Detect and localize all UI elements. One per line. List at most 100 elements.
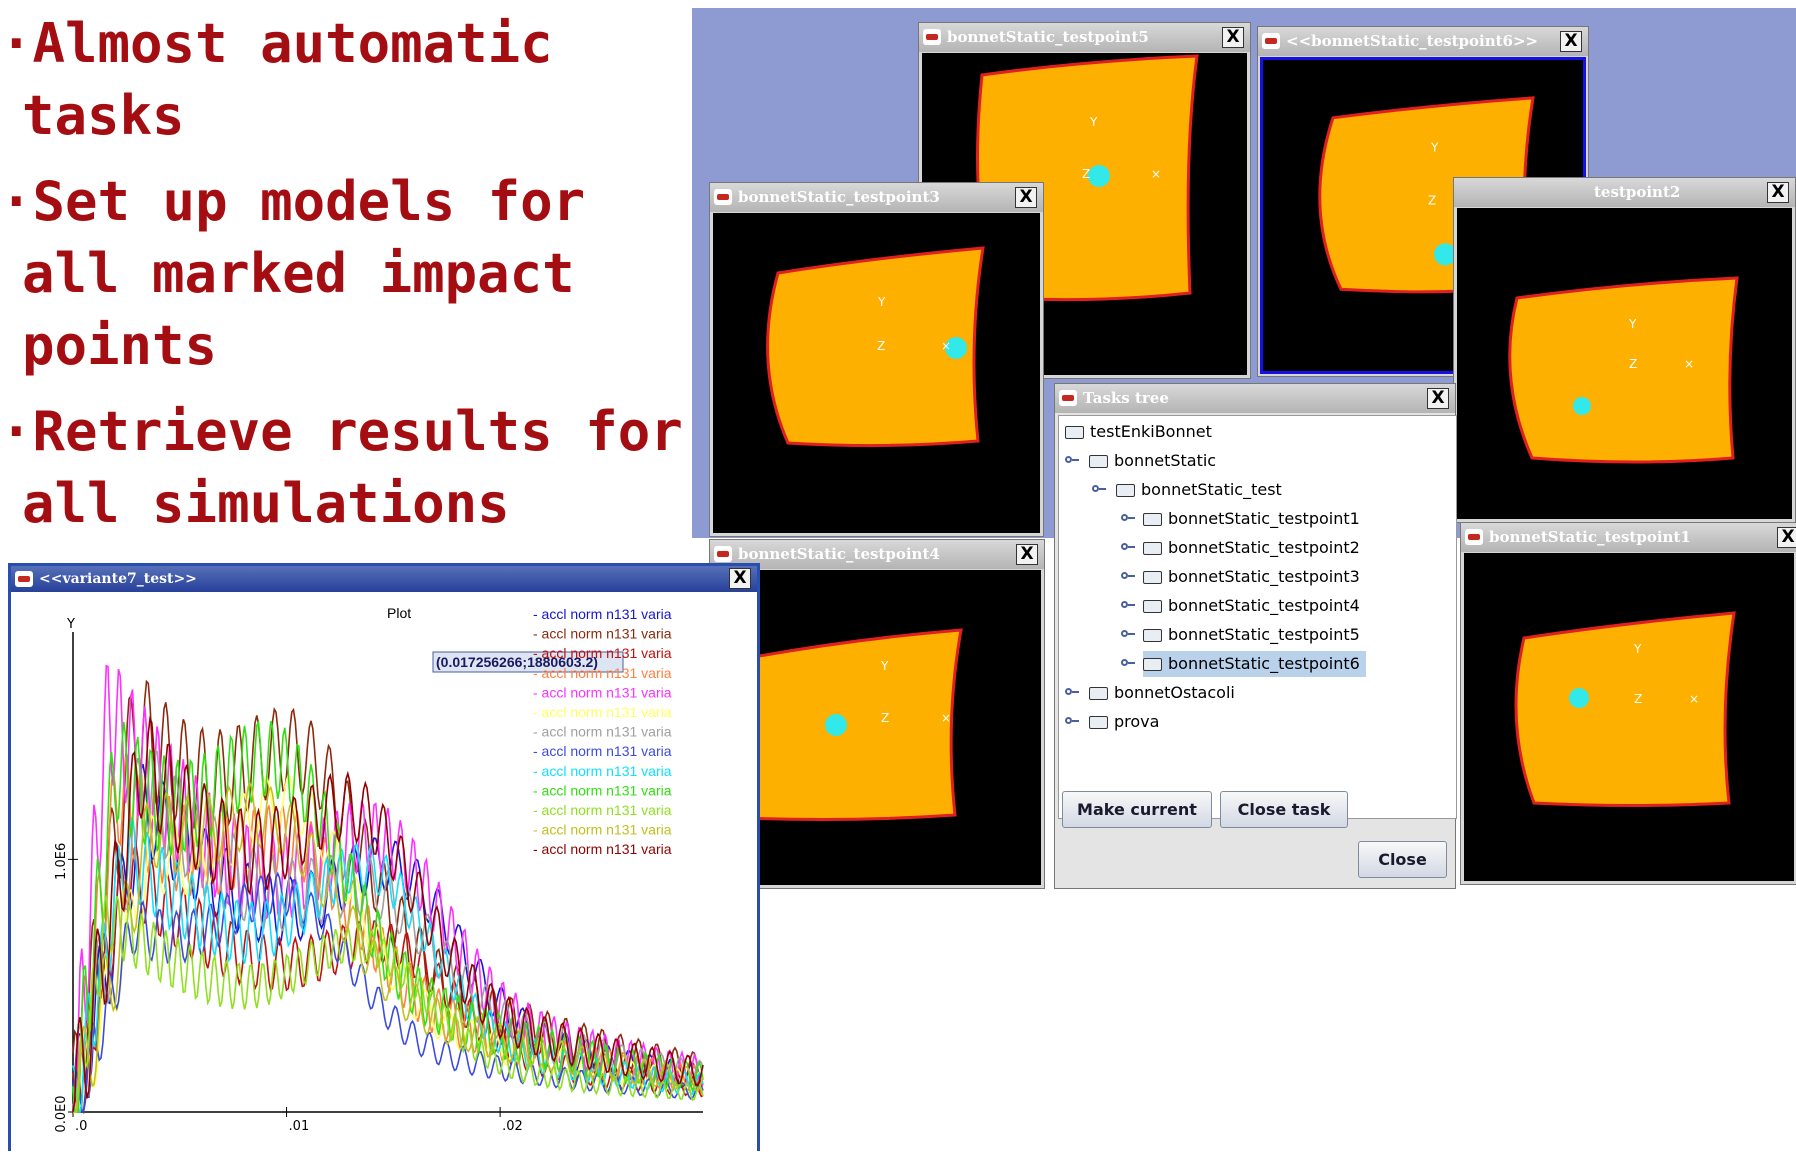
close-icon[interactable]: X [1016,544,1038,565]
window-title: bonnetStatic_testpoint4 [738,545,940,563]
window-testpoint4[interactable]: bonnetStatic_testpoint4 X Y Z × [709,539,1045,889]
plot-curves [72,664,704,1115]
tree-node-testpoint5[interactable]: bonnetStatic_testpoint5 [1143,622,1360,648]
window-title: bonnetStatic_testpoint1 [1489,528,1691,546]
model-viewport[interactable]: Y Z × [1457,208,1792,519]
close-icon[interactable]: X [1767,182,1789,203]
x-tick-label: .01 [289,1119,310,1134]
window-title-bar[interactable]: bonnetStatic_testpoint1 X [1461,523,1796,552]
z-axis-label: Z [1082,167,1090,181]
window-title: bonnetStatic_testpoint5 [947,28,1149,46]
bullet-list: ·Almost automatic tasks ·Set up models f… [0,8,690,554]
folder-icon [1116,484,1135,497]
y-tick-label: 0.0E0 [54,1095,69,1132]
window-testpoint1[interactable]: bonnetStatic_testpoint1 X Y Z × [1460,522,1796,885]
tree-node-testpoint1[interactable]: bonnetStatic_testpoint1 [1143,506,1360,532]
close-icon[interactable]: X [1560,31,1582,52]
tree-toggle-icon[interactable] [1121,572,1135,582]
tree-node-testpoint4[interactable]: bonnetStatic_testpoint4 [1143,593,1360,619]
tree-toggle-icon[interactable] [1065,456,1079,466]
close-icon[interactable]: X [1222,27,1244,48]
x-axis-label: × [1684,357,1694,371]
window-title-bar[interactable]: <<bonnetStatic_testpoint6>> X [1258,27,1588,56]
tasks-tree[interactable]: testEnkiBonnet bonnetStatic bonnetStatic… [1058,415,1457,819]
tree-toggle-icon[interactable] [1121,630,1135,640]
bullet-3: ·Retrieve results for all simulations [0,400,683,535]
y-axis-label: Y [1089,115,1098,129]
plot-window[interactable]: <<variante7_test>> X Plot Y .0 .01 .02 0.0E0 1… [8,563,760,1151]
window-testpoint2[interactable]: testpoint2 X Y Z × [1453,177,1796,523]
y-tick-label: 1.0E6 [54,843,69,880]
legend-entry: - accl norm n131 varia [533,684,672,700]
tree-node-testpoint3[interactable]: bonnetStatic_testpoint3 [1143,564,1360,590]
window-title: testpoint2 [1594,183,1681,201]
folder-icon [1143,542,1162,555]
value-tooltip: (0.017256266;1880603.2) [436,654,598,670]
model-viewport[interactable]: Y Z × [713,570,1041,885]
tree-node-prova[interactable]: prova [1089,709,1159,735]
plot-axes: Y .0 .01 .02 0.0E0 1.0E6 [54,617,703,1134]
close-task-button[interactable]: Close task [1220,791,1348,828]
tree-toggle-icon[interactable] [1065,717,1079,727]
legend-entry: - accl norm n131 varia [533,704,672,720]
legend-entry: - accl norm n131 varia [533,782,672,798]
tree-toggle-icon[interactable] [1065,688,1079,698]
app-icon [1262,33,1280,49]
series-line [73,774,704,1113]
tree-toggle-icon[interactable] [1121,659,1135,669]
close-icon[interactable]: X [1777,527,1796,548]
bullet-2: ·Set up models for all marked impact poi… [0,170,586,377]
folder-icon [1143,658,1162,671]
y-axis-title: Y [66,617,75,632]
close-button[interactable]: Close [1358,841,1447,878]
folder-icon [1143,571,1162,584]
plot-area[interactable]: Plot Y .0 .01 .02 0.0E0 1.0E6 (0.017256266;18… [11,592,757,1154]
tree-node-testpoint6[interactable]: bonnetStatic_testpoint6 [1143,651,1366,677]
close-icon[interactable]: X [1427,388,1449,409]
window-title-bar[interactable]: Tasks tree X [1055,384,1455,413]
y-axis-label: Y [1628,317,1637,331]
plot-legend: - accl norm n131 varia - accl norm n131 v… [533,606,672,857]
x-axis-label: × [941,339,951,353]
tree-node-bonnetOstacoli[interactable]: bonnetOstacoli [1089,680,1235,706]
window-title-bar[interactable]: <<variante7_test>> X [11,566,757,592]
plot-title: Plot [387,605,411,621]
window-title-bar[interactable]: bonnetStatic_testpoint5 X [919,23,1250,52]
make-current-button[interactable]: Make current [1062,791,1212,828]
close-icon[interactable]: X [729,568,751,589]
series-line [73,780,704,1113]
tasks-tree-dialog[interactable]: Tasks tree X testEnkiBonnet bonnetStatic … [1054,383,1457,889]
tree-toggle-icon[interactable] [1121,514,1135,524]
tree-node-bonnetStatic-test[interactable]: bonnetStatic_test [1116,477,1282,503]
model-viewport[interactable]: Y Z × [1464,553,1794,881]
bullet-1: ·Almost automatic tasks [0,12,553,147]
tree-node-testEnkiBonnet[interactable]: testEnkiBonnet [1065,419,1212,445]
tree-toggle-icon[interactable] [1092,485,1106,495]
z-axis-label: Z [877,339,885,353]
legend-entry: - accl norm n131 varia [533,802,672,818]
legend-entry: - accl norm n131 varia [533,841,672,857]
y-axis-label: Y [1430,141,1439,155]
window-title: <<variante7_test>> [39,571,197,587]
window-title-bar[interactable]: bonnetStatic_testpoint4 X [710,540,1044,569]
tree-node-bonnetStatic[interactable]: bonnetStatic [1089,448,1216,474]
tree-node-testpoint2[interactable]: bonnetStatic_testpoint2 [1143,535,1360,561]
folder-icon [1065,426,1084,439]
legend-entry: - accl norm n131 varia [533,665,672,681]
tooltip-box [432,651,624,673]
legend-entry: - accl norm n131 varia [533,606,672,622]
app-icon [923,29,941,45]
tree-toggle-icon[interactable] [1121,601,1135,611]
z-axis-label: Z [881,711,889,725]
close-icon[interactable]: X [1015,187,1037,208]
model-viewport[interactable]: Y Z × [713,213,1040,533]
y-axis-label: Y [877,295,886,309]
tree-toggle-icon[interactable] [1121,543,1135,553]
series-line [73,895,704,1113]
folder-icon [1089,716,1108,729]
window-title-bar[interactable]: testpoint2 X [1454,178,1795,207]
window-testpoint3[interactable]: bonnetStatic_testpoint3 X Y Z × [709,182,1044,537]
window-title-bar[interactable]: bonnetStatic_testpoint3 X [710,183,1043,212]
x-tick-label: .0 [75,1119,87,1134]
window-title: <<bonnetStatic_testpoint6>> [1286,32,1539,50]
